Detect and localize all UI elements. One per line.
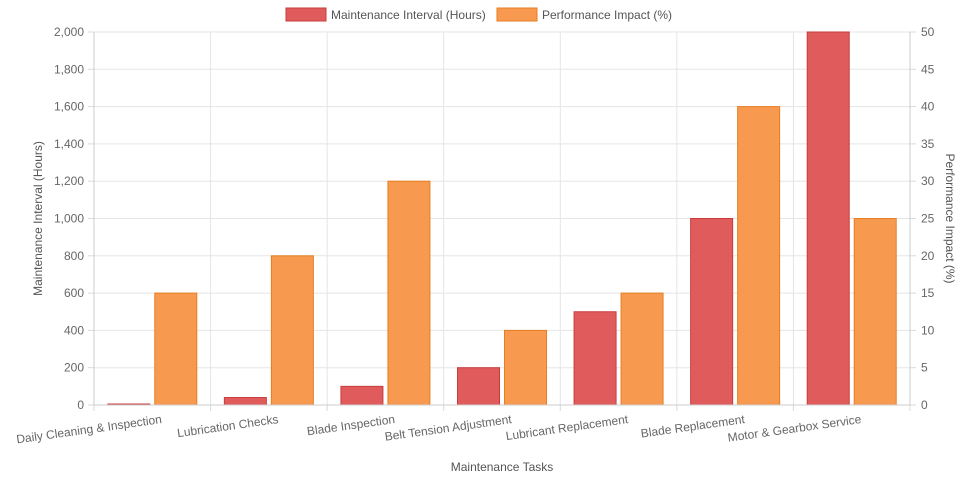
legend-swatch[interactable] xyxy=(496,7,538,22)
bar-maintenance-interval[interactable] xyxy=(223,397,267,406)
y-tick-label: 1,200 xyxy=(54,174,84,188)
y-tick-label: 0 xyxy=(77,398,84,412)
y2-tick-label: 40 xyxy=(921,100,935,114)
y2-tick-label: 20 xyxy=(921,249,935,263)
x-tick-label: Belt Tension Adjustment xyxy=(384,412,513,444)
bar-maintenance-interval[interactable] xyxy=(457,367,500,406)
legend-swatch[interactable] xyxy=(285,7,327,22)
y2-tick-label: 0 xyxy=(921,398,928,412)
legend-label[interactable]: Performance Impact (%) xyxy=(542,8,672,22)
y-tick-label: 1,600 xyxy=(54,100,84,114)
y-axis-title-right: Performance Impact (%) xyxy=(943,153,957,283)
y-tick-label: 400 xyxy=(64,323,84,337)
bar-maintenance-interval[interactable] xyxy=(340,385,384,406)
y2-tick-label: 30 xyxy=(921,174,935,188)
y2-tick-label: 5 xyxy=(921,361,928,375)
legend-label[interactable]: Maintenance Interval (Hours) xyxy=(331,8,486,22)
y2-tick-label: 45 xyxy=(921,62,935,76)
x-tick-label: Motor & Gearbox Service xyxy=(727,412,863,445)
y2-tick-label: 25 xyxy=(921,212,935,226)
bar-maintenance-interval[interactable] xyxy=(573,311,617,406)
bar-maintenance-interval[interactable] xyxy=(690,218,734,406)
y2-tick-label: 10 xyxy=(921,323,935,337)
x-tick-label: Daily Cleaning & Inspection xyxy=(15,412,162,446)
x-tick-label: Lubrication Checks xyxy=(176,412,279,440)
y2-tick-label: 15 xyxy=(921,286,935,300)
x-tick-label: Lubricant Replacement xyxy=(505,412,630,443)
y-tick-label: 800 xyxy=(64,249,84,263)
y-axis-title-left: Maintenance Interval (Hours) xyxy=(31,141,45,296)
grid-lines xyxy=(93,31,911,406)
y2-tick-label: 50 xyxy=(921,25,935,39)
y-tick-label: 1,000 xyxy=(54,212,84,226)
legend[interactable]: Maintenance Interval (Hours) Performance … xyxy=(285,7,672,22)
bar-performance-impact[interactable] xyxy=(853,218,897,406)
bar-maintenance-interval[interactable] xyxy=(806,31,850,406)
bar-performance-impact[interactable] xyxy=(270,255,314,406)
bar-performance-impact[interactable] xyxy=(620,292,664,406)
y-tick-label: 1,800 xyxy=(54,62,84,76)
x-axis-title: Maintenance Tasks xyxy=(451,460,554,474)
y-tick-label: 200 xyxy=(64,361,84,375)
y2-tick-label: 35 xyxy=(921,137,935,151)
y-tick-label: 2,000 xyxy=(54,25,84,39)
bar-performance-impact[interactable] xyxy=(737,106,781,406)
bar-performance-impact[interactable] xyxy=(154,292,198,406)
x-tick-label: Blade Inspection xyxy=(306,412,396,438)
y-tick-label: 1,400 xyxy=(54,137,84,151)
bars xyxy=(107,31,897,406)
bar-performance-impact[interactable] xyxy=(387,180,431,406)
bar-performance-impact[interactable] xyxy=(504,329,547,406)
y-tick-label: 600 xyxy=(64,286,84,300)
